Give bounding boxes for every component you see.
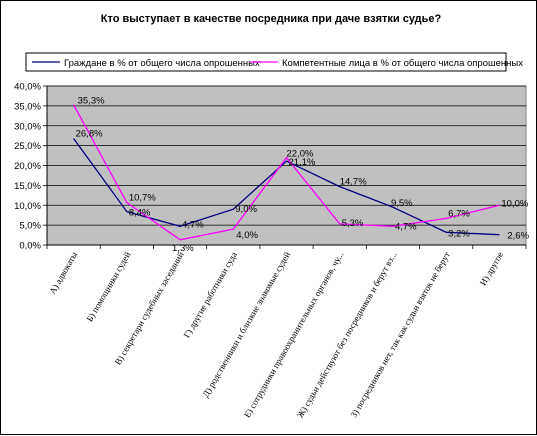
y-tick-label: 25,0% [14, 141, 41, 152]
legend-label-experts: Компетентные лица в % от общего числа оп… [282, 58, 523, 69]
chart-title: Кто выступает в качестве посредника при … [101, 13, 442, 25]
data-label: 10,7% [129, 192, 156, 203]
y-tick-label: 0,0% [19, 241, 41, 252]
y-tick-label: 5,0% [19, 221, 41, 232]
data-label: 35,3% [78, 96, 105, 107]
data-label: 9,0% [235, 204, 257, 215]
y-tick-label: 35,0% [14, 101, 41, 112]
series-line-citizens [73, 138, 500, 236]
category-label: Б) помощники судей [84, 250, 132, 324]
y-tick-label: 40,0% [14, 82, 41, 93]
y-tick-label: 30,0% [14, 121, 41, 132]
data-label: 4,0% [236, 230, 258, 241]
category-label: Г) другие работники суда [182, 250, 239, 339]
data-label: 21,1% [289, 157, 316, 168]
data-label: 2,6% [507, 231, 529, 242]
category-label: Д) родственники и близкие знакомые судей [200, 250, 292, 399]
category-label: Е) сотрудники правоохранительных органов… [242, 250, 346, 419]
category-label: З) посредников нет, так как судьи взяток… [348, 250, 452, 419]
data-label: 10,0% [501, 198, 528, 209]
y-tick-label: 15,0% [14, 181, 41, 192]
data-label: 4,7% [182, 219, 204, 230]
category-label: И) другое [478, 250, 505, 287]
y-tick-label: 10,0% [14, 201, 41, 212]
data-label: 3,2% [448, 228, 470, 239]
y-tick-label: 20,0% [14, 161, 41, 172]
legend: Граждане в % от общего числа опрошенных … [25, 52, 523, 72]
series-lines [73, 104, 500, 241]
category-label: А) адвокаты [47, 250, 79, 296]
category-label: Ж) судьи действуют без посредников и бер… [295, 250, 399, 420]
data-label: 6,7% [448, 208, 470, 219]
legend-label-citizens: Граждане в % от общего числа опрошенных [64, 58, 260, 69]
data-label: 9,5% [391, 198, 413, 209]
x-axis-ticks [46, 244, 527, 249]
data-label: 8,4% [129, 208, 151, 219]
data-label: 4,7% [395, 221, 417, 232]
data-labels: 26,8% 8,4% 4,7% 9,0% 21,1% 14,7% 9,5% 3,2% 2,6% 3… [76, 96, 530, 254]
data-label: 26,8% [76, 128, 103, 139]
data-label: 5,3% [342, 218, 364, 229]
data-label: 14,7% [340, 177, 367, 188]
data-label: 22,0% [287, 149, 314, 160]
y-axis-ticks: 0,0% 5,0% 10,0% 15,0% 20,0% 25,0% 30,0% 35,0% 40… [14, 82, 48, 252]
data-label: 1,3% [172, 243, 194, 254]
series-line-experts [73, 104, 500, 241]
